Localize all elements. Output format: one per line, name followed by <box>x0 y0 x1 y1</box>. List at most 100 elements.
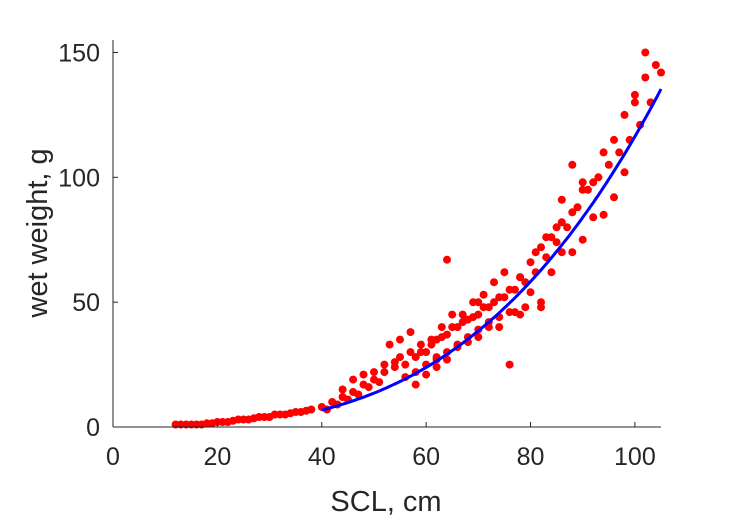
data-point <box>505 308 514 317</box>
data-point <box>437 333 446 342</box>
data-point <box>578 235 587 244</box>
data-point <box>490 278 498 287</box>
data-point <box>401 360 410 369</box>
data-point <box>416 340 425 349</box>
data-point <box>552 238 561 247</box>
data-point <box>427 335 436 344</box>
data-point <box>641 48 650 57</box>
data-point <box>411 380 420 389</box>
data-point <box>396 335 404 344</box>
data-point <box>557 248 566 257</box>
data-point <box>516 273 525 282</box>
y-tick-label: 100 <box>58 164 100 192</box>
data-point <box>474 333 483 342</box>
data-point <box>437 323 446 332</box>
data-point <box>510 285 519 294</box>
data-point <box>604 160 613 169</box>
data-point <box>526 288 535 297</box>
data-point <box>542 253 551 262</box>
data-point <box>557 195 566 204</box>
data-point <box>385 340 394 349</box>
x-tick-label: 60 <box>412 443 440 471</box>
data-point <box>479 290 488 299</box>
data-point <box>521 303 530 312</box>
data-point <box>364 383 373 392</box>
data-point <box>469 298 478 307</box>
data-point <box>390 358 399 367</box>
data-point <box>354 390 363 399</box>
data-point <box>380 360 389 369</box>
data-point <box>375 378 384 387</box>
x-tick-label: 0 <box>106 443 120 471</box>
data-point <box>406 328 415 337</box>
data-point <box>651 61 660 69</box>
x-axis-label: SCL, cm <box>330 486 441 518</box>
data-point <box>610 135 618 144</box>
data-point <box>359 370 368 379</box>
data-point <box>620 168 629 177</box>
data-point <box>458 318 467 327</box>
data-point <box>630 98 639 107</box>
data-point <box>422 370 431 379</box>
data-point <box>552 223 561 232</box>
data-point <box>599 210 608 219</box>
data-point <box>563 223 572 232</box>
data-point <box>490 298 498 307</box>
x-tick-label: 80 <box>517 443 545 471</box>
data-point <box>416 348 425 357</box>
data-point <box>568 248 577 257</box>
data-point <box>531 248 540 257</box>
data-point <box>641 73 650 82</box>
fit-curve <box>321 88 663 412</box>
data-point <box>479 303 488 312</box>
data-point <box>537 303 545 312</box>
data-point <box>568 160 577 169</box>
data-point <box>657 68 665 77</box>
axes: 0 20 40 60 80 100 0 50 100 150 <box>58 39 661 471</box>
data-point <box>500 268 509 277</box>
data-point <box>448 323 457 332</box>
y-axis-label: wet weight, g <box>22 148 54 318</box>
y-tick-label: 0 <box>86 414 100 442</box>
data-point <box>599 148 608 157</box>
x-tick-label: 40 <box>308 443 336 471</box>
data-point <box>495 323 504 332</box>
data-point <box>568 208 577 217</box>
data-point <box>589 213 598 222</box>
data-point <box>349 375 358 384</box>
data-point <box>338 385 347 394</box>
data-point <box>547 268 556 277</box>
data-point <box>406 348 415 357</box>
data-point <box>370 368 378 377</box>
y-tick-label: 150 <box>58 39 100 67</box>
data-point <box>411 353 420 362</box>
data-point <box>516 310 525 319</box>
data-point <box>589 178 598 187</box>
data-point <box>542 233 551 242</box>
plot-area <box>171 48 665 429</box>
data-point <box>557 218 566 227</box>
data-point <box>396 353 404 362</box>
data-point <box>443 255 451 264</box>
data-point <box>307 405 316 414</box>
data-point <box>573 203 582 212</box>
data-point <box>458 310 467 319</box>
data-point <box>537 243 545 252</box>
data-point <box>469 313 478 322</box>
data-point <box>500 293 509 302</box>
y-tick-label: 50 <box>72 289 100 317</box>
data-point <box>432 363 441 372</box>
data-point <box>610 193 618 202</box>
x-tick-label: 20 <box>203 443 231 471</box>
data-point <box>620 110 629 119</box>
data-point <box>443 355 451 364</box>
x-tick-label: 100 <box>614 443 656 471</box>
data-point <box>526 258 535 267</box>
data-point <box>615 148 624 157</box>
data-point <box>594 173 603 182</box>
data-point <box>630 90 639 99</box>
data-point <box>505 360 514 369</box>
data-point <box>583 185 592 194</box>
data-point <box>578 178 587 187</box>
